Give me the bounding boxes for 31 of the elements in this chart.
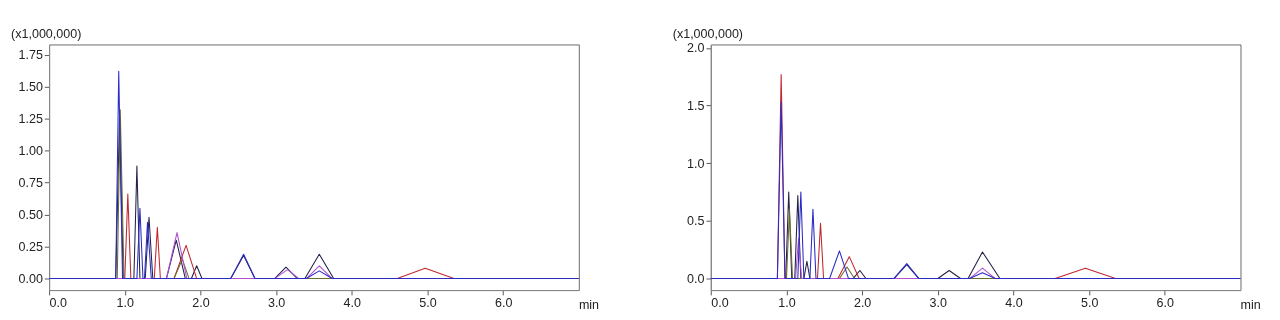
x-tick-label: 0.0	[49, 295, 68, 310]
y-tick-label: 0.00	[18, 271, 43, 286]
y-tick-label: 1.75	[18, 48, 43, 63]
x-tick-label: 3.0	[267, 295, 286, 310]
x-axis-title: min	[1240, 297, 1261, 312]
x-tick-label: 6.0	[494, 295, 513, 310]
y-tick-label: 1.25	[18, 112, 43, 126]
x-tick-label: 1.0	[116, 295, 135, 310]
x-tick-label: 1.0	[778, 295, 796, 310]
x-tick-label: 5.0	[419, 295, 437, 310]
x-tick-label: 2.0	[853, 295, 872, 310]
x-axis-title: min	[578, 297, 600, 312]
x-tick-label: 4.0	[343, 295, 362, 310]
y-tick-label: 0.75	[18, 175, 43, 190]
x-tick-label: 2.0	[192, 295, 210, 310]
x-tick-label: 3.0	[929, 295, 948, 310]
y-tick-label: 1.5	[687, 98, 705, 113]
y-tick-label: 1.00	[18, 143, 43, 158]
y-tick-label: 2.0	[687, 41, 705, 56]
y-axis-title: (x1,000,000)	[11, 27, 82, 42]
x-tick-label: 0.0	[711, 295, 729, 310]
x-tick-label: 5.0	[1080, 295, 1099, 310]
y-tick-label: 1.50	[18, 80, 43, 95]
y-tick-label: 0.0	[687, 271, 705, 286]
x-tick-label: 4.0	[1005, 295, 1023, 310]
x-tick-label: 6.0	[1156, 295, 1175, 310]
y-tick-label: 0.50	[18, 207, 43, 222]
y-tick-label: 0.25	[18, 239, 43, 254]
y-axis-title: (x1,000,000)	[672, 27, 744, 42]
y-tick-label: 1.0	[687, 156, 705, 171]
y-tick-label: 0.5	[687, 214, 705, 229]
